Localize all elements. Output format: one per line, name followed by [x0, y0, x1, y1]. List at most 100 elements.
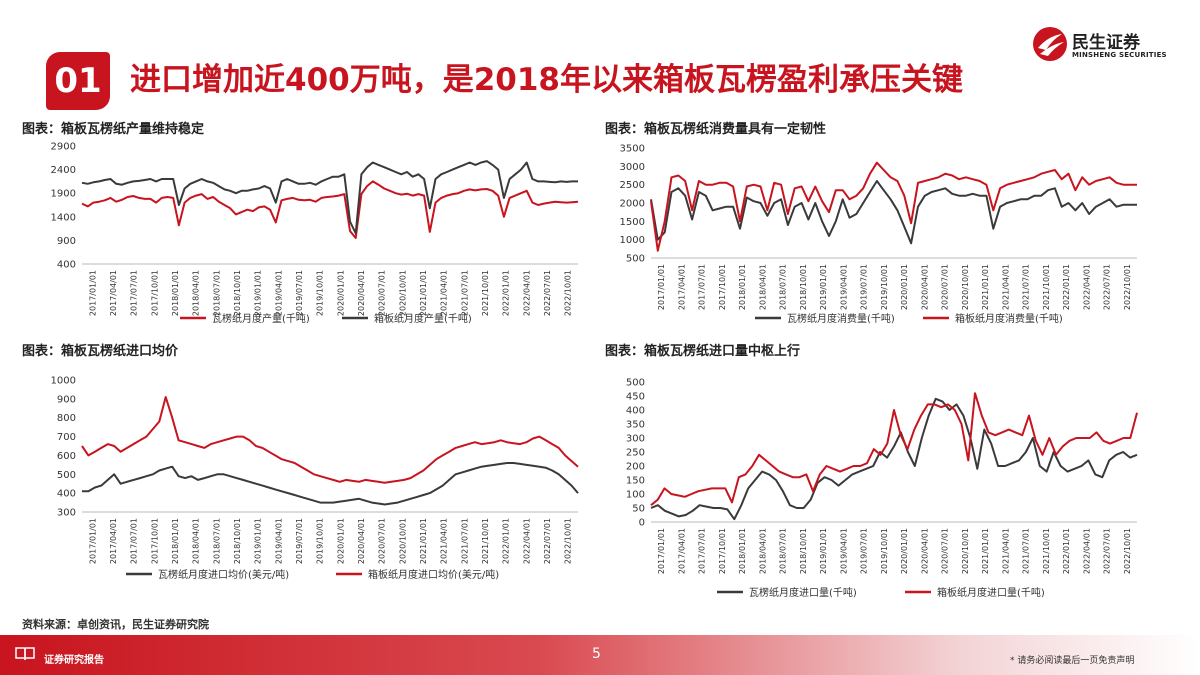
series-line-2 — [650, 392, 1138, 506]
x-tick-label: 2022/10/01 — [564, 518, 573, 564]
x-tick-label: 2022/07/01 — [543, 270, 552, 316]
x-tick-label: 2020/01/01 — [336, 518, 345, 564]
y-tick-label: 3000 — [620, 162, 645, 173]
x-tick-label: 2022/01/01 — [1062, 264, 1071, 310]
y-tick-label: 500 — [626, 254, 645, 265]
y-tick-label: 400 — [626, 406, 645, 417]
x-tick-label: 2021/07/01 — [460, 270, 469, 316]
x-tick-label: 2022/07/01 — [543, 518, 552, 564]
legend-label-1: 瓦楞纸月度进口均价(美元/吨) — [158, 568, 289, 581]
x-tick-label: 2019/01/01 — [254, 518, 263, 564]
y-tick-label: 150 — [626, 476, 645, 487]
chart-title-c1: 图表：箱板瓦楞纸产量维持稳定 — [22, 122, 205, 137]
x-tick-label: 2019/10/01 — [316, 518, 325, 564]
y-tick-label: 400 — [57, 489, 76, 500]
y-tick-label: 400 — [57, 260, 76, 271]
x-tick-label: 2021/07/01 — [1022, 264, 1031, 310]
page-title: 进口增加近400万吨，是2018年以来箱板瓦楞盈利承压关键 — [130, 62, 963, 98]
y-tick-label: 500 — [626, 378, 645, 389]
x-tick-label: 2019/07/01 — [295, 270, 304, 316]
disclaimer: * 请务必阅读最后一页免责声明 — [1010, 656, 1135, 666]
x-tick-label: 2018/10/01 — [233, 518, 242, 564]
x-tick-label: 2020/01/01 — [900, 528, 909, 574]
x-tick-label: 2020/10/01 — [961, 264, 970, 310]
x-tick-label: 2017/10/01 — [150, 518, 159, 564]
x-tick-label: 2021/10/01 — [481, 518, 490, 564]
y-tick-label: 1900 — [51, 189, 76, 200]
x-tick-label: 2019/10/01 — [880, 528, 889, 574]
y-tick-label: 300 — [626, 434, 645, 445]
x-tick-label: 2017/04/01 — [677, 264, 686, 310]
x-tick-label: 2019/10/01 — [316, 270, 325, 316]
x-tick-label: 2018/04/01 — [192, 518, 201, 564]
legend-label-2: 箱板纸月度产量(千吨) — [374, 312, 472, 325]
series-line-2 — [650, 161, 1137, 252]
x-tick-label: 2022/04/01 — [522, 518, 531, 564]
brand-logo-icon — [1033, 27, 1067, 61]
x-tick-label: 2021/04/01 — [1001, 264, 1010, 310]
x-tick-label: 2017/04/01 — [109, 270, 118, 316]
footer-label: 证券研究报告 — [44, 655, 104, 666]
x-tick-label: 2018/04/01 — [758, 264, 767, 310]
x-tick-label: 2020/10/01 — [398, 270, 407, 316]
x-tick-label: 2019/04/01 — [274, 270, 283, 316]
x-tick-label: 2017/01/01 — [88, 518, 97, 564]
x-tick-label: 2017/01/01 — [88, 270, 97, 316]
x-tick-label: 2022/01/01 — [502, 270, 511, 316]
x-tick-label: 2018/07/01 — [779, 528, 788, 574]
footer-bar — [0, 635, 1200, 675]
y-tick-label: 300 — [57, 508, 76, 519]
x-tick-label: 2022/04/01 — [522, 270, 531, 316]
x-tick-label: 2017/10/01 — [718, 528, 727, 574]
x-tick-label: 2020/04/01 — [357, 270, 366, 316]
y-tick-label: 2900 — [51, 142, 76, 153]
chart-title-c3: 图表：箱板瓦楞纸进口均价 — [22, 344, 179, 359]
x-tick-label: 2021/01/01 — [981, 264, 990, 310]
x-tick-label: 2022/10/01 — [1123, 528, 1132, 574]
y-tick-label: 1000 — [620, 235, 645, 246]
y-tick-label: 600 — [57, 451, 76, 462]
series-line-2 — [81, 396, 579, 484]
x-tick-label: 2019/01/01 — [819, 264, 828, 310]
x-tick-label: 2017/07/01 — [698, 528, 707, 574]
x-tick-label: 2019/07/01 — [295, 518, 304, 564]
x-tick-label: 2018/10/01 — [233, 270, 242, 316]
x-tick-label: 2020/07/01 — [378, 270, 387, 316]
y-tick-label: 900 — [57, 236, 76, 247]
source-note: 资料来源：卓创资讯，民生证券研究院 — [22, 618, 209, 631]
y-tick-label: 900 — [57, 394, 76, 405]
x-tick-label: 2019/01/01 — [819, 528, 828, 574]
x-tick-label: 2017/07/01 — [130, 518, 139, 564]
chart-import-price: 1000 900 800 700 600 500 400 300 2017/01/01 2017/… — [51, 376, 579, 581]
legend-label-1: 瓦楞纸月度产量(千吨) — [212, 312, 310, 325]
x-tick-label: 2021/04/01 — [440, 518, 449, 564]
x-tick-label: 2018/04/01 — [758, 528, 767, 574]
x-tick-label: 2020/04/01 — [920, 528, 929, 574]
y-tick-label: 2000 — [620, 199, 645, 210]
x-tick-label: 2021/07/01 — [1022, 528, 1031, 574]
x-tick-label: 2019/04/01 — [274, 518, 283, 564]
x-tick-label: 2017/01/01 — [657, 528, 666, 574]
legend-label-2: 箱板纸月度进口量(千吨) — [937, 586, 1045, 599]
x-tick-label: 2019/07/01 — [860, 264, 869, 310]
y-tick-label: 2500 — [620, 180, 645, 191]
y-tick-label: 450 — [626, 392, 645, 403]
x-tick-label: 2018/01/01 — [171, 270, 180, 316]
series-line-1 — [81, 180, 579, 239]
y-tick-label: 100 — [626, 490, 645, 501]
x-tick-label: 2018/10/01 — [799, 264, 808, 310]
chart-import-volume: 5004504003503002502001501005002017/01/01… — [626, 378, 1138, 599]
x-tick-label: 2022/07/01 — [1103, 264, 1112, 310]
x-tick-label: 2019/01/01 — [254, 270, 263, 316]
chart-production: 2900 2400 1900 1400 900 400 2017/01/01 2017/04/… — [51, 142, 579, 325]
y-tick-label: 1400 — [51, 212, 76, 223]
legend-label-2: 箱板纸月度进口均价(美元/吨) — [368, 568, 499, 581]
x-tick-label: 2021/01/01 — [419, 270, 428, 316]
x-tick-label: 2019/04/01 — [839, 264, 848, 310]
x-tick-label: 2022/01/01 — [1062, 528, 1071, 574]
x-tick-label: 2021/10/01 — [1042, 264, 1051, 310]
y-tick-label: 200 — [626, 462, 645, 473]
x-tick-label: 2022/04/01 — [1082, 528, 1091, 574]
x-tick-label: 2018/01/01 — [171, 518, 180, 564]
x-tick-label: 2017/04/01 — [109, 518, 118, 564]
